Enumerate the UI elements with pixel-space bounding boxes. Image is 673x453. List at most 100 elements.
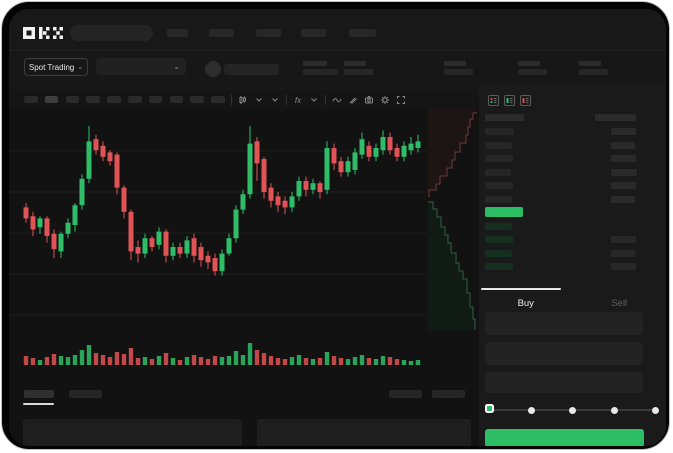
slider-stop-75[interactable] — [610, 406, 618, 414]
volume-bar — [135, 358, 141, 365]
tab-buy[interactable]: Buy — [517, 297, 534, 309]
volume-bar — [226, 356, 232, 365]
volume-bar — [156, 356, 162, 365]
volume-bar — [198, 357, 204, 365]
tab-sell[interactable]: Sell — [611, 297, 628, 309]
ask-price-bar[interactable] — [485, 195, 512, 203]
nav-item-3[interactable] — [301, 29, 326, 37]
candle-body — [289, 196, 295, 208]
candle-body — [373, 148, 379, 157]
last-price-highlight[interactable] — [485, 207, 523, 217]
volume-bar — [366, 358, 372, 365]
timeframe-5[interactable] — [128, 95, 142, 103]
volume-bar — [373, 359, 379, 365]
candle-body — [37, 218, 43, 228]
bottom-tab-1[interactable] — [69, 390, 102, 398]
ask-price-bar[interactable] — [485, 155, 513, 162]
chart-tools: fx — [231, 91, 406, 109]
volume-bar — [380, 356, 386, 365]
bid-price-bar[interactable] — [485, 249, 512, 257]
ask-price-bar[interactable] — [485, 182, 513, 189]
timeframe-4[interactable] — [107, 95, 121, 103]
candle-body — [415, 141, 421, 148]
bottom-action-1[interactable] — [432, 390, 465, 398]
buy-submit-button[interactable] — [485, 429, 644, 446]
slider-stop-25[interactable] — [527, 406, 535, 414]
slider-stop-100[interactable] — [652, 406, 659, 414]
timeframe-3[interactable] — [86, 95, 100, 103]
total-input[interactable] — [485, 372, 643, 393]
chevron-down-icon[interactable] — [254, 95, 264, 105]
book-bids-view-icon[interactable] — [504, 93, 515, 106]
candle-body — [352, 152, 358, 170]
settings-gear-icon[interactable] — [380, 95, 390, 105]
volume-bar — [100, 355, 106, 365]
volume-bar — [177, 360, 183, 365]
volume-bar — [387, 357, 393, 365]
book-asks-view-icon[interactable] — [520, 93, 531, 106]
price-input[interactable] — [485, 312, 643, 335]
volume-bar — [93, 353, 99, 365]
chevron-down-icon[interactable] — [309, 95, 319, 105]
market-type-dropdown[interactable]: Spot Trading ⌄ — [24, 58, 88, 76]
bid-amount-bar — [611, 263, 636, 270]
ask-price-bar[interactable] — [485, 141, 512, 149]
draw-pencil-icon[interactable] — [348, 95, 358, 105]
bid-price-bar[interactable] — [485, 263, 513, 270]
subheader: Spot Trading ⌄ ⌄ — [9, 51, 666, 91]
timeframe-2[interactable] — [65, 95, 80, 103]
volume-bar — [310, 359, 316, 365]
candlestick-chart[interactable] — [9, 109, 479, 373]
ask-price-bar[interactable] — [485, 168, 511, 176]
orderbook-view-switcher — [488, 93, 531, 106]
line-wave-icon[interactable] — [332, 95, 342, 105]
amount-slider[interactable] — [479, 401, 666, 419]
bid-price-bar[interactable] — [485, 236, 513, 243]
pair-dropdown[interactable]: ⌄ — [96, 58, 186, 75]
candle-body — [219, 253, 225, 272]
candle-body — [233, 209, 239, 239]
bid-amount-bar — [611, 236, 636, 243]
timeframe-1[interactable] — [44, 95, 59, 103]
volume-bar — [142, 357, 148, 365]
candle-body — [240, 194, 246, 210]
candles-icon[interactable] — [238, 95, 248, 105]
candle-body — [23, 207, 29, 219]
ask-price-bar[interactable] — [485, 128, 514, 135]
candle-body — [401, 145, 407, 157]
nav-item-1[interactable] — [209, 29, 234, 37]
stat-label — [303, 61, 327, 66]
book-split-view-icon[interactable] — [488, 93, 499, 106]
candle-body — [72, 205, 78, 225]
amount-input[interactable] — [485, 342, 643, 365]
candle-body — [191, 238, 197, 256]
timeframe-8[interactable] — [190, 95, 204, 103]
bottom-action-0[interactable] — [389, 390, 422, 398]
volume-bar — [114, 352, 120, 365]
slider-stop-0[interactable] — [484, 404, 494, 413]
nav-item-0[interactable] — [167, 29, 188, 37]
timeframe-7[interactable] — [169, 95, 184, 103]
indicator-fx-icon[interactable]: fx — [293, 95, 303, 105]
nav-item-4[interactable] — [349, 29, 376, 37]
timeframe-6[interactable] — [148, 95, 163, 103]
expand-icon[interactable] — [396, 95, 406, 105]
orderbook-price-header — [485, 114, 524, 121]
top-navbar — [9, 9, 666, 51]
camera-icon[interactable] — [364, 95, 374, 105]
bottom-tab-0[interactable] — [24, 390, 54, 398]
timeframe-0[interactable] — [24, 95, 38, 103]
depth-bids-line — [428, 201, 476, 330]
search-bar[interactable] — [70, 25, 153, 41]
ask-amount-bar — [611, 141, 635, 149]
ticker-stat-3 — [518, 61, 547, 75]
coin-avatar — [205, 61, 221, 77]
nav-item-2[interactable] — [256, 29, 281, 37]
timeframe-9[interactable] — [211, 95, 225, 103]
active-tab-underline — [23, 403, 54, 405]
orderbook-trade-panel: Buy Sell — [479, 85, 666, 446]
bid-price-bar[interactable] — [485, 222, 512, 230]
slider-stop-50[interactable] — [569, 406, 576, 414]
volume-bar — [352, 357, 358, 365]
chevron-down-icon[interactable] — [270, 95, 280, 105]
